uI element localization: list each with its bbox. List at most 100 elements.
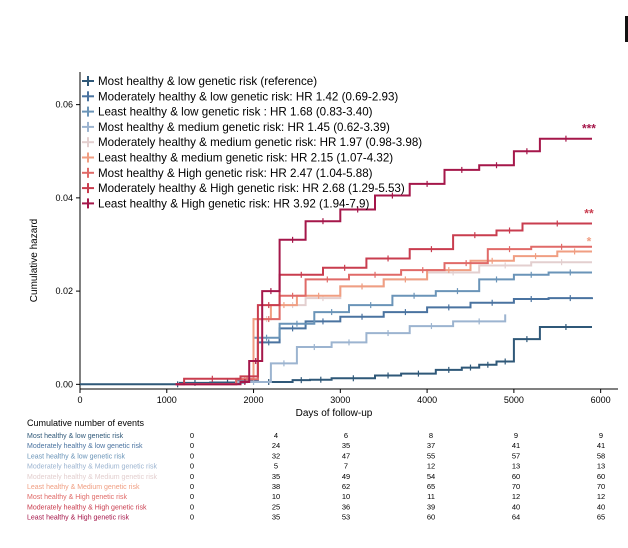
- risk-cell: 0: [190, 451, 194, 460]
- series-6: *: [175, 234, 592, 386]
- x-tick-label: 1000: [157, 395, 177, 405]
- risk-cell: 55: [427, 451, 435, 460]
- risk-table-title: Cumulative number of events: [27, 418, 145, 428]
- legend-item-7: Most healthy & High genetic risk: HR 2.4…: [82, 167, 373, 180]
- axes: 0 1000 2000 3000 4000 5000 6000 0.00 0.02 0.04 0.0…: [29, 72, 618, 419]
- risk-cell: 65: [597, 513, 605, 522]
- risk-cell: 13: [597, 462, 605, 471]
- risk-cell: 12: [512, 492, 520, 501]
- legend-label: Most healthy & medium genetic risk: HR 1…: [98, 121, 390, 134]
- risk-cell: 9: [514, 431, 518, 440]
- risk-cell: 65: [427, 482, 435, 491]
- risk-cell: 64: [512, 513, 520, 522]
- series-line: [175, 297, 593, 386]
- series-layer: ******: [80, 122, 596, 388]
- risk-row-label: Least healthy & low genetic risk: [27, 453, 126, 460]
- legend-item-2: Moderately healthy & low genetic risk: H…: [82, 90, 398, 103]
- series-line: [80, 326, 592, 386]
- risk-row-1: Most healthy & low genetic risk 0 4 6 8 9 9: [27, 431, 603, 440]
- risk-row-3: Least healthy & low genetic risk 0 32 47 55 5…: [27, 451, 605, 460]
- legend-label: Least healthy & High genetic risk: HR 3.…: [98, 197, 369, 210]
- risk-cell: 9: [599, 431, 603, 440]
- legend-label: Least healthy & medium genetic risk: HR …: [98, 152, 393, 165]
- y-tick-label: 0.06: [55, 100, 73, 110]
- risk-row-6: Least healthy & Medium genetic risk 0 38 62…: [27, 482, 605, 491]
- x-tick-label: 0: [77, 395, 82, 405]
- legend-label: Least healthy & low genetic risk : HR 1.…: [98, 106, 373, 119]
- series-line: [175, 222, 592, 386]
- legend-label: Moderately healthy & High genetic risk: …: [98, 182, 405, 195]
- risk-cell: 35: [272, 513, 280, 522]
- risk-row-5: Moderately healthy & Medium genetic risk…: [27, 472, 605, 481]
- risk-cell: 40: [512, 502, 520, 511]
- risk-cell: 37: [427, 441, 435, 450]
- risk-cell: 0: [190, 513, 194, 522]
- risk-row-label: Moderately healthy & High genetic risk: [27, 504, 147, 511]
- risk-cell: 39: [427, 502, 435, 511]
- risk-cell: 53: [342, 513, 350, 522]
- risk-row-label: Moderately healthy & Medium genetic risk: [27, 474, 157, 481]
- risk-cell: 25: [272, 502, 280, 511]
- risk-row-4: Moderately healthy & Medium genetic risk…: [27, 462, 605, 471]
- risk-row-label: Least healthy & Medium genetic risk: [27, 484, 140, 491]
- risk-cell: 6: [344, 431, 348, 440]
- risk-cell: 70: [512, 482, 520, 491]
- series-9: ***: [175, 122, 596, 386]
- risk-cell: 47: [342, 451, 350, 460]
- risk-cell: 60: [512, 472, 520, 481]
- risk-cell: 40: [597, 502, 605, 511]
- significance-label: **: [584, 207, 594, 221]
- risk-cell: 49: [342, 472, 350, 481]
- series-line: [175, 271, 592, 386]
- risk-cell: 54: [427, 472, 435, 481]
- risk-row-label: Least healthy & High genetic risk: [27, 515, 129, 522]
- risk-cell: 38: [272, 482, 280, 491]
- x-tick-label: 2000: [244, 395, 264, 405]
- risk-cell: 12: [427, 462, 435, 471]
- legend-item-1: Most healthy & low genetic risk (referen…: [82, 75, 317, 88]
- legend-item-3: Least healthy & low genetic risk : HR 1.…: [82, 106, 373, 119]
- risk-cell: 36: [342, 502, 350, 511]
- risk-cell: 35: [342, 441, 350, 450]
- significance-label: *: [587, 234, 592, 248]
- risk-cell: 24: [272, 441, 280, 450]
- risk-cell: 0: [190, 482, 194, 491]
- legend-label: Moderately healthy & medium genetic risk…: [98, 136, 422, 149]
- risk-cell: 41: [512, 441, 520, 450]
- risk-cell: 0: [190, 462, 194, 471]
- risk-cell: 11: [427, 492, 435, 501]
- y-tick-label: 0.02: [55, 286, 73, 296]
- series-5: [175, 259, 592, 386]
- legend-item-9: Least healthy & High genetic risk: HR 3.…: [82, 197, 369, 210]
- risk-cell: 5: [274, 462, 278, 471]
- legend-item-5: Moderately healthy & medium genetic risk…: [82, 136, 422, 149]
- risk-row-2: Moderately healthy & low genetic risk 0 24…: [27, 441, 605, 450]
- risk-row-8: Moderately healthy & High genetic risk 0 2…: [27, 502, 605, 511]
- series-line: [175, 314, 507, 386]
- risk-row-7: Most healthy & High genetic risk 0 10 10 11 1…: [27, 492, 605, 501]
- series-4: [175, 314, 507, 386]
- legend-label: Most healthy & low genetic risk (referen…: [98, 75, 317, 88]
- y-tick-label: 0.00: [55, 379, 73, 389]
- x-axis-title: Days of follow-up: [296, 408, 373, 419]
- risk-cell: 32: [272, 451, 280, 460]
- risk-cell: 58: [597, 451, 605, 460]
- x-tick-label: 6000: [591, 395, 611, 405]
- risk-cell: 8: [429, 431, 433, 440]
- risk-cell: 13: [512, 462, 520, 471]
- risk-row-label: Moderately healthy & low genetic risk: [27, 443, 143, 450]
- edge-bar: [625, 16, 628, 42]
- series-8: **: [175, 207, 594, 386]
- risk-cell: 57: [512, 451, 520, 460]
- risk-cell: 7: [344, 462, 348, 471]
- y-tick-label: 0.04: [55, 193, 73, 203]
- risk-cell: 0: [190, 431, 194, 440]
- risk-cell: 0: [190, 472, 194, 481]
- risk-cell: 62: [342, 482, 350, 491]
- risk-cell: 12: [597, 492, 605, 501]
- series-line: [175, 250, 592, 386]
- risk-row-label: Most healthy & High genetic risk: [27, 494, 127, 501]
- x-tick-label: 4000: [417, 395, 437, 405]
- risk-cell: 10: [272, 492, 280, 501]
